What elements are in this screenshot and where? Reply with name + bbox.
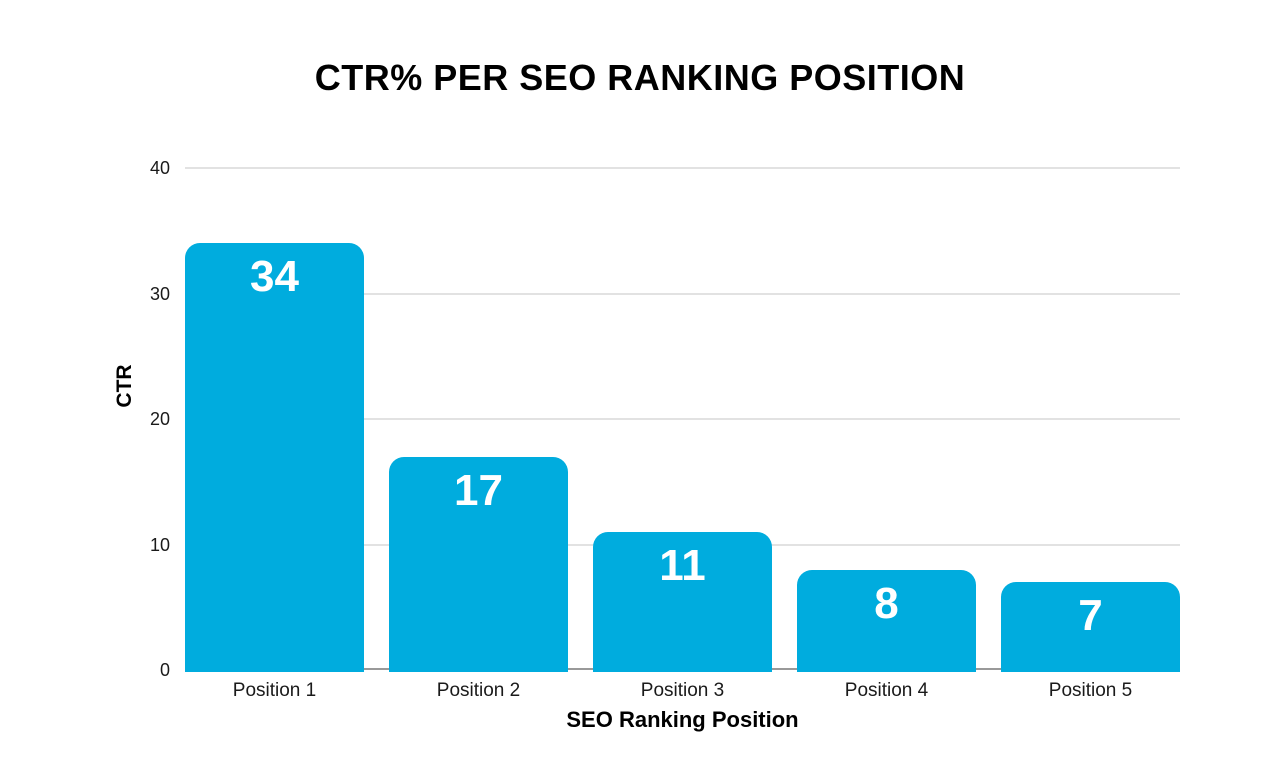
bar-position-2: 17 [389,456,568,672]
plot-area: 0 10 20 30 40 34 Position 1 17 Position 2 11 Posit… [150,158,1180,701]
bar-position-3: 11 [593,531,772,672]
y-tick-label: 40 [149,158,170,178]
y-tick-label: 10 [149,534,170,555]
bar-value-label: 17 [454,465,503,515]
bar-value-label: 34 [250,252,299,302]
y-tick-label: 0 [159,660,170,680]
x-tick-label: Position 1 [232,680,317,701]
bar-position-1: 34 [185,243,364,672]
x-axis-title: SEO Ranking Position [566,707,799,732]
gridline [185,418,1180,420]
y-tick-label: 30 [149,283,170,304]
bar-position-5: 7 [1001,582,1180,672]
gridline [185,292,1180,295]
y-tick-label: 20 [149,409,170,429]
bar-value-label: 8 [874,578,899,628]
bar-position-4: 8 [797,569,976,672]
x-tick-label: Position 4 [844,680,929,701]
x-tick-label: Position 3 [640,680,725,701]
chart-title: CTR% PER SEO RANKING POSITION [314,57,966,98]
bar-value-label: 7 [1078,591,1103,641]
x-tick-label: Position 5 [1048,680,1133,701]
bar-value-label: 11 [659,540,706,590]
x-tick-label: Position 2 [436,680,521,701]
gridline [185,167,1180,169]
